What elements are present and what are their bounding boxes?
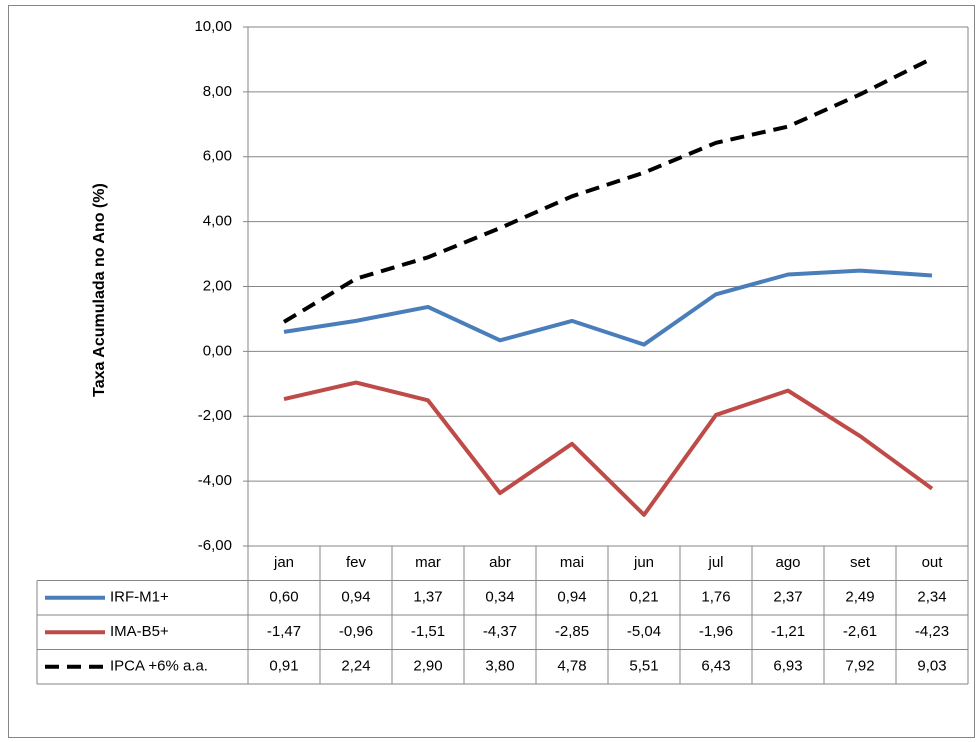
data-label: -2,61 [843,623,877,640]
x-tick-label: set [850,554,871,571]
y-tick-label: 0,00 [203,342,232,359]
data-label: 0,91 [269,658,298,675]
x-tick-label: jul [707,554,723,571]
legend-label: IRF-M1+ [110,589,169,606]
y-tick-label: 6,00 [203,148,232,165]
y-tick-label: 4,00 [203,213,232,230]
data-label: -4,23 [915,623,949,640]
data-label: 1,76 [701,589,730,606]
y-tick-label: -6,00 [198,537,232,554]
x-tick-label: jan [273,554,294,571]
y-tick-label: 10,00 [194,18,232,35]
legend-label: IPCA +6% a.a. [110,658,208,675]
x-tick-label: abr [489,554,511,571]
y-axis-title: Taxa Acumulada no Ano (%) [91,183,108,397]
data-label: -1,96 [699,623,733,640]
x-tick-label: ago [775,554,800,571]
data-label: 2,90 [413,658,442,675]
x-tick-label: mai [560,554,584,571]
x-tick-label: mar [415,554,441,571]
y-tick-label: 8,00 [203,83,232,100]
data-label: 9,03 [917,658,946,675]
data-label: -1,47 [267,623,301,640]
series-line [283,380,934,517]
data-label: 2,49 [845,589,874,606]
data-label: 0,60 [269,589,298,606]
data-label: 1,37 [413,589,442,606]
series-line [282,56,933,324]
data-label: 0,94 [341,589,370,606]
x-tick-label: out [922,554,944,571]
data-label: -4,37 [483,623,517,640]
data-label: 2,34 [917,589,946,606]
data-label: -1,21 [771,623,805,640]
data-label: -0,96 [339,623,373,640]
data-label: 2,24 [341,658,370,675]
data-label: 3,80 [485,658,514,675]
series-line [283,268,933,347]
y-tick-label: -2,00 [198,407,232,424]
data-label: -5,04 [627,623,661,640]
data-label: 2,37 [773,589,802,606]
data-label: 6,43 [701,658,730,675]
x-tick-label: fev [346,554,367,571]
legend-label: IMA-B5+ [110,623,169,640]
data-label: 0,34 [485,589,514,606]
data-label: 4,78 [557,658,586,675]
data-label: 6,93 [773,658,802,675]
data-label: 7,92 [845,658,874,675]
x-tick-label: jun [633,554,654,571]
y-tick-label: -4,00 [198,472,232,489]
y-tick-label: 2,00 [203,277,232,294]
data-label: -1,51 [411,623,445,640]
data-label: 5,51 [629,658,658,675]
data-label: 0,94 [557,589,586,606]
data-label: 0,21 [629,589,658,606]
data-label: -2,85 [555,623,589,640]
